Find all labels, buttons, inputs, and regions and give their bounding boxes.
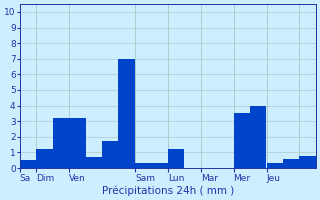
Bar xyxy=(168,149,184,168)
Bar xyxy=(102,141,118,168)
Bar xyxy=(36,149,53,168)
Bar xyxy=(20,160,36,168)
Bar xyxy=(151,163,168,168)
Bar xyxy=(234,113,250,168)
Bar xyxy=(86,157,102,168)
Bar xyxy=(135,163,151,168)
Bar xyxy=(118,59,135,168)
Bar xyxy=(250,106,267,168)
Bar xyxy=(69,118,86,168)
Bar xyxy=(53,118,69,168)
Bar xyxy=(300,156,316,168)
X-axis label: Précipitations 24h ( mm ): Précipitations 24h ( mm ) xyxy=(102,185,234,196)
Bar xyxy=(283,159,300,168)
Bar xyxy=(267,163,283,168)
